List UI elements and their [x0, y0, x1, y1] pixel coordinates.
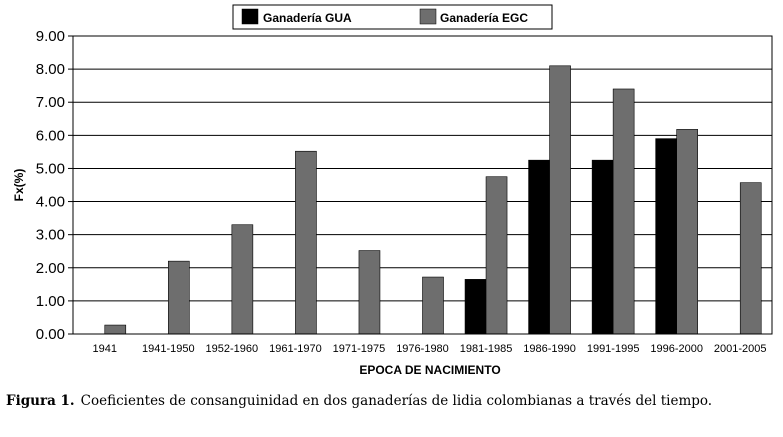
legend-label-egc: Ganadería EGC [440, 11, 528, 25]
y-tick-label: 4.00 [36, 194, 65, 211]
y-tick-label: 9.00 [36, 28, 65, 45]
x-tick-labels: 1941 1941-1950 1952-1960 1961-1970 1971-1975… [93, 343, 767, 355]
bar-chart: 9.00 8.00 7.00 6.00 5.00 4.00 3.00 2.00 1.00 0.00… [12, 4, 773, 377]
caption-label: Figura 1. [6, 393, 75, 409]
y-tick-label: 0.00 [36, 326, 65, 343]
bar-gua [591, 159, 614, 335]
bar-egc [422, 276, 444, 335]
bar-egc [549, 65, 571, 335]
legend: Ganadería GUA Ganadería EGC [232, 4, 553, 30]
y-axis-title: Fx(%) [12, 169, 26, 202]
y-tick-label: 7.00 [36, 94, 65, 111]
x-tick-label: 1996-2000 [650, 343, 703, 355]
bar-egc [295, 150, 317, 335]
bar-egc [485, 176, 508, 335]
bar-egc [104, 324, 127, 335]
bar-egc [168, 260, 190, 335]
bar-egc [612, 88, 635, 335]
bars [104, 65, 762, 335]
x-tick-label: 1991-1995 [587, 343, 640, 355]
legend-swatch-egc [419, 8, 437, 25]
caption-text: Coeficientes de consanguinidad en dos ga… [80, 393, 713, 409]
figure-caption: Figura 1. Coeficientes de consanguinidad… [6, 392, 778, 411]
bar-gua [528, 159, 550, 335]
y-tick-label: 5.00 [36, 160, 65, 177]
legend-label-gua: Ganadería GUA [263, 11, 352, 25]
x-tick-label: 1971-1975 [333, 343, 386, 355]
legend-box [232, 4, 553, 30]
y-tick-label: 1.00 [36, 293, 65, 310]
x-tick-label: 1986-1990 [523, 343, 576, 355]
x-tick-label: 1941-1950 [142, 343, 195, 355]
bar-egc [739, 182, 762, 335]
y-tick-label: 8.00 [36, 61, 65, 78]
x-tick-label: 1961-1970 [269, 343, 322, 355]
bar-egc [358, 250, 381, 335]
bar-egc [676, 129, 698, 335]
y-tick-labels: 9.00 8.00 7.00 6.00 5.00 4.00 3.00 2.00 1.00 0.00 [36, 28, 65, 343]
plot-area-border [72, 35, 773, 335]
bar-gua [464, 279, 487, 335]
bar-gua [655, 138, 677, 335]
x-tick-label: 1941 [93, 343, 117, 355]
x-tick-label: 1952-1960 [206, 343, 259, 355]
x-tick-label: 1981-1985 [460, 343, 513, 355]
legend-swatch-gua [241, 8, 259, 25]
x-tick-label: 1976-1980 [396, 343, 449, 355]
y-tick-label: 3.00 [36, 227, 65, 244]
x-axis-title: EPOCA DE NACIMIENTO [359, 363, 500, 377]
y-tick-label: 2.00 [36, 260, 65, 277]
x-tick-label: 2001-2005 [714, 343, 767, 355]
y-tick-label: 6.00 [36, 127, 65, 144]
bar-egc [231, 224, 254, 335]
